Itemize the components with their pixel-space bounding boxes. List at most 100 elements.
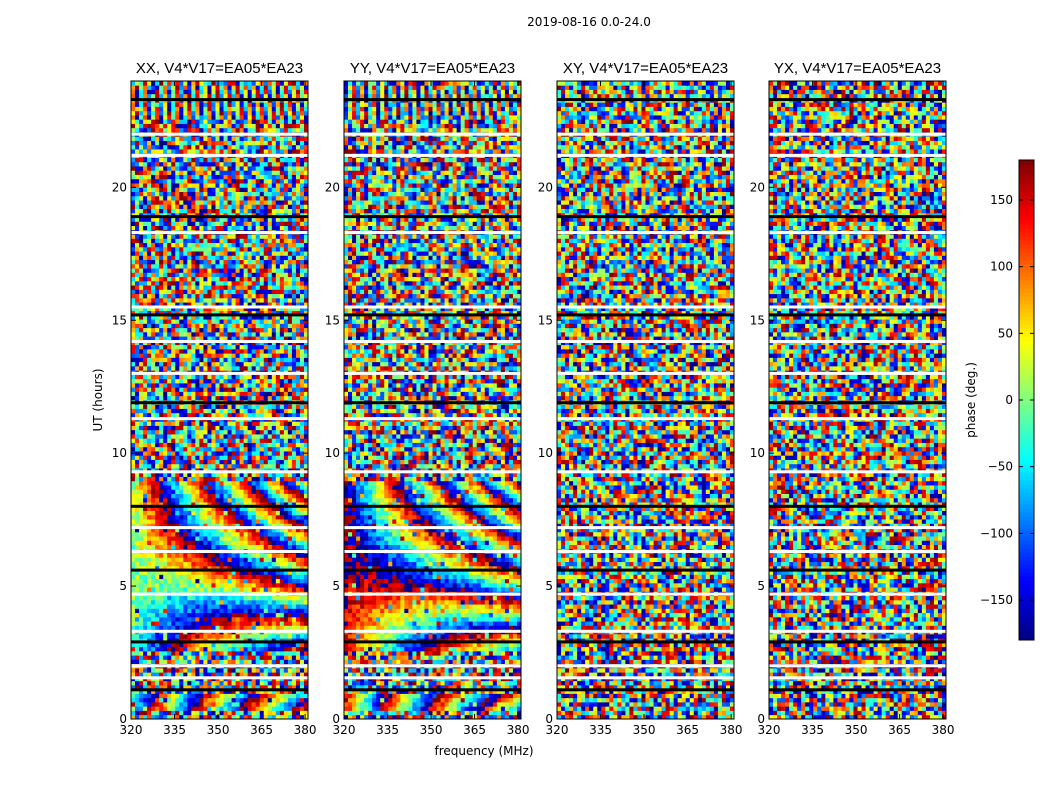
x-tick-label: 350	[633, 723, 656, 737]
flagged-row	[344, 417, 521, 421]
y-tick-label: 5	[119, 579, 127, 593]
x-tick-label: 335	[801, 723, 824, 737]
flagged-row	[769, 340, 946, 343]
flagged-row	[769, 470, 946, 474]
flagged-row	[344, 340, 521, 343]
flagged-row	[557, 640, 734, 644]
flagged-row	[557, 592, 734, 596]
plot-frame	[130, 80, 309, 720]
flagged-row	[769, 688, 946, 692]
y-tick-label: 20	[112, 180, 127, 194]
colorbar-tick-label: 100	[990, 260, 1013, 274]
y-tick-label: 5	[757, 579, 765, 593]
y-tick-label: 15	[538, 313, 553, 327]
flagged-row	[131, 132, 308, 136]
y-tick-label: 0	[757, 712, 765, 726]
x-tick-label: 335	[376, 723, 399, 737]
panel-title: XX, V4*V17=EA05*EA23	[136, 60, 303, 77]
flagged-row	[344, 640, 521, 644]
flagged-row	[769, 640, 946, 644]
y-tick-label: 10	[750, 446, 765, 460]
x-tick-label: 320	[333, 723, 356, 737]
y-tick-label: 5	[545, 579, 553, 593]
x-tick-label: 320	[546, 723, 569, 737]
flagged-row	[131, 568, 308, 572]
flagged-row	[557, 215, 734, 219]
x-tick-label: 335	[163, 723, 186, 737]
flagged-row	[131, 664, 308, 668]
x-tick-label: 380	[720, 723, 743, 737]
colorbar-label: phase (deg.)	[964, 362, 978, 438]
flagged-row	[344, 215, 521, 219]
flagged-row	[769, 592, 946, 596]
flagged-row	[131, 215, 308, 219]
x-tick-label: 335	[589, 723, 612, 737]
flagged-row	[557, 371, 734, 375]
flagged-row	[557, 231, 734, 234]
colorbar-tick-label: 0	[1005, 393, 1013, 407]
phase-heatmap	[344, 81, 522, 720]
plot-frame	[768, 80, 947, 720]
flagged-row	[769, 305, 946, 309]
panel-title: YY, V4*V17=EA05*EA23	[350, 60, 515, 77]
flagged-row	[344, 526, 521, 530]
flagged-row	[557, 98, 734, 102]
flagged-row	[769, 153, 946, 157]
flagged-row	[131, 231, 308, 234]
flagged-row	[344, 688, 521, 692]
x-tick-label: 365	[676, 723, 699, 737]
flagged-row	[131, 688, 308, 692]
y-tick-label: 0	[119, 712, 127, 726]
x-tick-label: 350	[845, 723, 868, 737]
flagged-row	[344, 313, 521, 317]
y-tick-label: 0	[545, 712, 553, 726]
flagged-row	[131, 592, 308, 596]
flagged-row	[131, 417, 308, 421]
x-axis-label: frequency (MHz)	[434, 744, 533, 758]
flagged-row	[769, 550, 946, 553]
x-tick-label: 380	[507, 723, 530, 737]
y-tick-label: 0	[332, 712, 340, 726]
flagged-row	[769, 526, 946, 530]
flagged-row	[131, 340, 308, 343]
flagged-row	[344, 153, 521, 157]
y-axis-label: UT (hours)	[91, 368, 105, 431]
flagged-row	[557, 676, 734, 680]
y-tick-label: 20	[538, 180, 553, 194]
phase-heatmap	[769, 81, 947, 720]
flagged-row	[557, 629, 734, 633]
flagged-row	[557, 153, 734, 157]
flagged-row	[344, 568, 521, 572]
flagged-row	[131, 153, 308, 157]
flagged-row	[769, 676, 946, 680]
flagged-row	[131, 504, 308, 508]
flagged-row	[557, 313, 734, 317]
flagged-row	[344, 504, 521, 508]
panels: 320 335 350 365 380 0 5 10 15 20 XX, V4*V17=EA05*E…	[112, 60, 955, 737]
flagged-row	[131, 550, 308, 553]
y-tick-label: 20	[750, 180, 765, 194]
x-tick-label: 350	[420, 723, 443, 737]
flagged-row	[557, 568, 734, 572]
flagged-row	[769, 417, 946, 421]
flagged-row	[557, 688, 734, 692]
flagged-row	[344, 629, 521, 633]
flagged-row	[769, 132, 946, 136]
flagged-row	[557, 504, 734, 508]
x-tick-label: 350	[207, 723, 230, 737]
flagged-row	[557, 401, 734, 405]
phase-heatmap	[557, 81, 735, 720]
flagged-row	[131, 371, 308, 375]
flagged-row	[131, 629, 308, 633]
flagged-row	[769, 504, 946, 508]
flagged-row	[131, 98, 308, 102]
phase-heatmap	[131, 81, 309, 720]
y-tick-label: 10	[112, 446, 127, 460]
plot-frame	[343, 80, 522, 720]
flagged-row	[769, 664, 946, 668]
flagged-row	[557, 340, 734, 343]
flagged-row	[344, 470, 521, 474]
flagged-row	[344, 98, 521, 102]
flagged-row	[769, 215, 946, 219]
flagged-row	[131, 640, 308, 644]
